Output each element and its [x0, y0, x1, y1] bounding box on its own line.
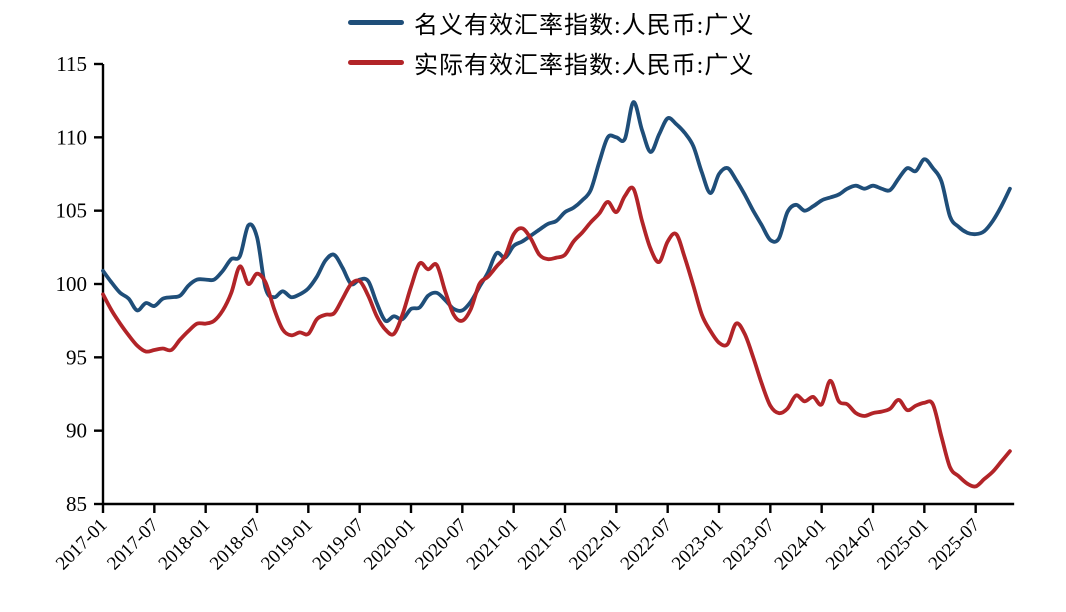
legend-label-real: 实际有效汇率指数:人民币:广义	[414, 52, 755, 79]
x-tick-label: 2025-07	[925, 515, 985, 575]
x-tick-label: 2021-07	[514, 515, 574, 575]
x-tick-label: 2022-07	[617, 515, 677, 575]
y-tick-label: 110	[56, 125, 87, 149]
x-tick-label: 2024-01	[771, 515, 831, 575]
axis-lines	[101, 64, 1015, 506]
series-line-real	[101, 185, 1012, 489]
legend-label-nominal: 名义有效汇率指数:人民币:广义	[414, 12, 755, 39]
chart-legend: 名义有效汇率指数:人民币:广义 实际有效汇率指数:人民币:广义	[348, 2, 754, 82]
x-tick-label: 2017-01	[52, 515, 112, 575]
y-tick-label: 95	[66, 345, 87, 369]
legend-item-real: 实际有效汇率指数:人民币:广义	[348, 42, 754, 82]
x-tick-label: 2019-01	[257, 515, 317, 575]
x-tick-label: 2023-01	[668, 515, 728, 575]
x-tick-label: 2020-07	[411, 515, 471, 575]
y-tick-label: 105	[56, 199, 88, 223]
x-tick-label: 2023-07	[719, 515, 779, 575]
series-line-nominal	[101, 100, 1012, 324]
y-axis-ticks: 85 90 95 100 105 110 115	[56, 52, 103, 516]
y-tick-label: 100	[56, 272, 88, 296]
series-lines	[101, 100, 1012, 489]
legend-item-nominal: 名义有效汇率指数:人民币:广义	[348, 2, 754, 42]
y-tick-label: 90	[66, 419, 87, 443]
x-tick-label: 2018-01	[155, 515, 215, 575]
x-tick-label: 2017-07	[103, 515, 163, 575]
x-tick-label: 2025-01	[873, 515, 933, 575]
x-axis-ticks: 2017-012017-072018-012018-072019-012019-…	[52, 504, 984, 574]
axes	[101, 64, 1015, 506]
x-tick-label: 2024-07	[822, 515, 882, 575]
x-tick-label: 2018-07	[206, 515, 266, 575]
x-tick-label: 2019-07	[309, 515, 369, 575]
legend-line-swatch-real	[348, 59, 404, 65]
x-tick-label: 2021-01	[463, 515, 523, 575]
legend-line-swatch-nominal	[348, 19, 404, 25]
x-tick-label: 2022-01	[565, 515, 625, 575]
x-tick-label: 2020-01	[360, 515, 420, 575]
y-tick-label: 85	[66, 492, 87, 516]
y-tick-label: 115	[56, 52, 87, 76]
